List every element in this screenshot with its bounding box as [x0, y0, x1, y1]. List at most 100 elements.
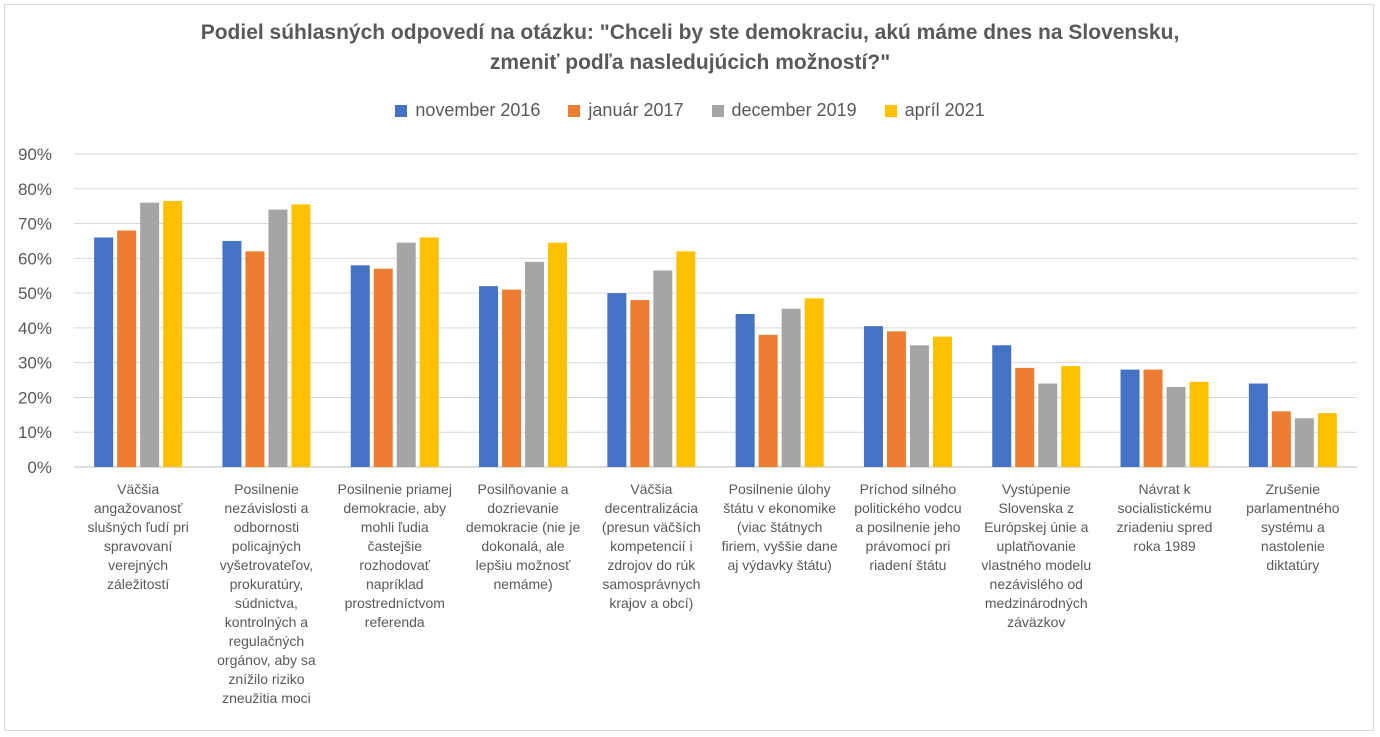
- x-category-label-line: zriadeniu spred: [1116, 519, 1213, 535]
- x-category-label-line: kontrolných a: [224, 614, 309, 630]
- x-category-label-line: policajných: [231, 538, 302, 554]
- bar: [1120, 369, 1140, 467]
- y-tick-label: 30%: [18, 354, 52, 373]
- x-category-label-line: referenda: [364, 614, 425, 630]
- x-category-label-line: uplatňovanie: [996, 538, 1076, 554]
- bar: [607, 293, 627, 467]
- bar: [886, 331, 906, 467]
- bar: [1166, 387, 1186, 467]
- x-category-label-line: lepšiu možnosť: [475, 557, 571, 573]
- x-category-label-line: vlastného modelu: [981, 557, 1092, 573]
- x-category-label-line: firiem, vyššie dane: [721, 538, 838, 554]
- x-category-label-line: socialistickému: [1117, 500, 1212, 516]
- bar: [291, 204, 311, 467]
- x-category-label-line: odbornosti: [233, 519, 300, 535]
- x-category-label-line: systému a: [1260, 519, 1325, 535]
- bar: [909, 345, 929, 467]
- y-tick-label: 90%: [18, 145, 52, 164]
- chart-legend: november 2016 január 2017 december 2019 apr…: [0, 100, 1380, 121]
- bar: [117, 230, 137, 467]
- bar: [735, 313, 755, 467]
- x-category-label-line: Posilňovanie a: [477, 481, 569, 497]
- bar: [804, 298, 824, 467]
- x-category-label-line: Európskej únie a: [984, 519, 1089, 535]
- x-category-label-line: právomocí pri: [865, 538, 951, 554]
- x-category-label-line: nezávislého od: [989, 576, 1083, 592]
- bar: [373, 268, 393, 467]
- x-category-label-line: parlamentného: [1246, 500, 1340, 516]
- legend-label: december 2019: [731, 100, 857, 120]
- x-category-label-line: rozhodovať: [359, 557, 431, 573]
- x-category-label-line: slušných ľudí pri: [87, 519, 189, 535]
- y-tick-label: 70%: [18, 215, 52, 234]
- bar: [653, 270, 673, 467]
- x-category-label: Väčšia decentralizácia (presun väčších komp…: [591, 480, 711, 613]
- x-category-label-line: dozrievanie: [487, 500, 559, 516]
- x-category-label-line: štátu v ekonomike: [723, 500, 837, 516]
- x-category-label: Zrušenie parlamentného systému a nastolenie…: [1233, 480, 1353, 575]
- x-category-label-line: decentralizácia: [604, 500, 699, 516]
- x-category-label-line: znížilo riziko: [228, 671, 305, 687]
- x-category-label-line: prokuratúry,: [229, 576, 304, 592]
- legend-item: november 2016: [395, 100, 540, 121]
- bar: [479, 286, 499, 467]
- x-category-label-line: krajov a obcí): [609, 595, 694, 611]
- bar: [863, 326, 883, 467]
- bar: [419, 237, 439, 467]
- x-category-label-line: spravovaní: [103, 538, 173, 554]
- y-tick-label: 40%: [18, 319, 52, 338]
- x-category-label-line: diktatúry: [1266, 557, 1320, 573]
- legend-item: január 2017: [568, 100, 684, 121]
- legend-label: apríl 2021: [904, 100, 985, 120]
- bar: [268, 209, 288, 467]
- x-category-label-line: prostredníctvom: [344, 595, 445, 611]
- legend-item: december 2019: [711, 100, 857, 121]
- chart-frame: [4, 4, 1374, 731]
- x-category-label-line: Návrat k: [1138, 481, 1191, 497]
- chart-title-line-2: zmeniť podľa nasledujúcich možností?": [489, 51, 891, 74]
- x-category-label-line: orgánov, aby sa: [217, 652, 316, 668]
- bar: [932, 336, 952, 467]
- bar: [94, 237, 114, 467]
- bar: [350, 265, 370, 467]
- bar: [1038, 383, 1058, 467]
- bar: [630, 300, 650, 467]
- x-category-label-line: napríklad: [365, 576, 424, 592]
- x-category-label: Posilnenie priamej demokracie, aby mohli ľ…: [335, 480, 455, 632]
- x-category-label-line: vyšetrovateľov,: [219, 557, 314, 573]
- x-category-label-line: Príchod silného: [859, 481, 957, 497]
- x-category-label-line: kompetencií i: [610, 538, 693, 554]
- legend-label: november 2016: [415, 100, 541, 120]
- bar: [992, 345, 1012, 467]
- bar: [1271, 411, 1291, 467]
- legend-swatch: [568, 104, 581, 117]
- x-category-label-line: dokonalá, ale: [481, 538, 565, 554]
- bar: [1015, 367, 1035, 467]
- bar: [1294, 418, 1314, 467]
- chart-title: Podiel súhlasných odpovedí na otázku: "C…: [0, 18, 1380, 78]
- legend-label: január 2017: [588, 100, 684, 120]
- x-category-label-line: demokracie (nie je: [465, 519, 581, 535]
- y-tick-label: 80%: [18, 180, 52, 199]
- bar: [245, 251, 265, 467]
- legend-swatch: [884, 104, 897, 117]
- chart-title-line-1: Podiel súhlasných odpovedí na otázku: "C…: [200, 21, 1180, 44]
- x-category-label-line: zdrojov do rúk: [607, 557, 696, 573]
- x-category-label-line: politického vodcu: [854, 500, 962, 516]
- x-category-label-line: riadení štátu: [869, 557, 947, 573]
- x-category-label-line: Posilnenie: [234, 481, 299, 497]
- x-category-label-line: záležitostí: [107, 576, 170, 592]
- x-category-label: Posilnenie úlohy štátu v ekonomike (viac š…: [720, 480, 840, 575]
- x-category-label-line: medzinárodných: [984, 595, 1088, 611]
- y-tick-label: 50%: [18, 284, 52, 303]
- bar: [1189, 381, 1209, 467]
- x-category-label-line: súdnictva,: [234, 595, 298, 611]
- bar: [1248, 383, 1268, 467]
- x-category-label: Posilnenie nezávislosti a odbornosti polica…: [206, 480, 326, 708]
- x-category-label: Príchod silného politického vodcu a posiln…: [848, 480, 968, 575]
- x-category-label-line: demokracie, aby: [343, 500, 447, 516]
- x-category-label: Väčšia angažovanosť slušných ľudí pri sprav…: [78, 480, 198, 594]
- x-category-label: Návrat k socialistickému zriadeniu spred ro…: [1105, 480, 1225, 556]
- x-category-label-line: a posilnenie jeho: [855, 519, 961, 535]
